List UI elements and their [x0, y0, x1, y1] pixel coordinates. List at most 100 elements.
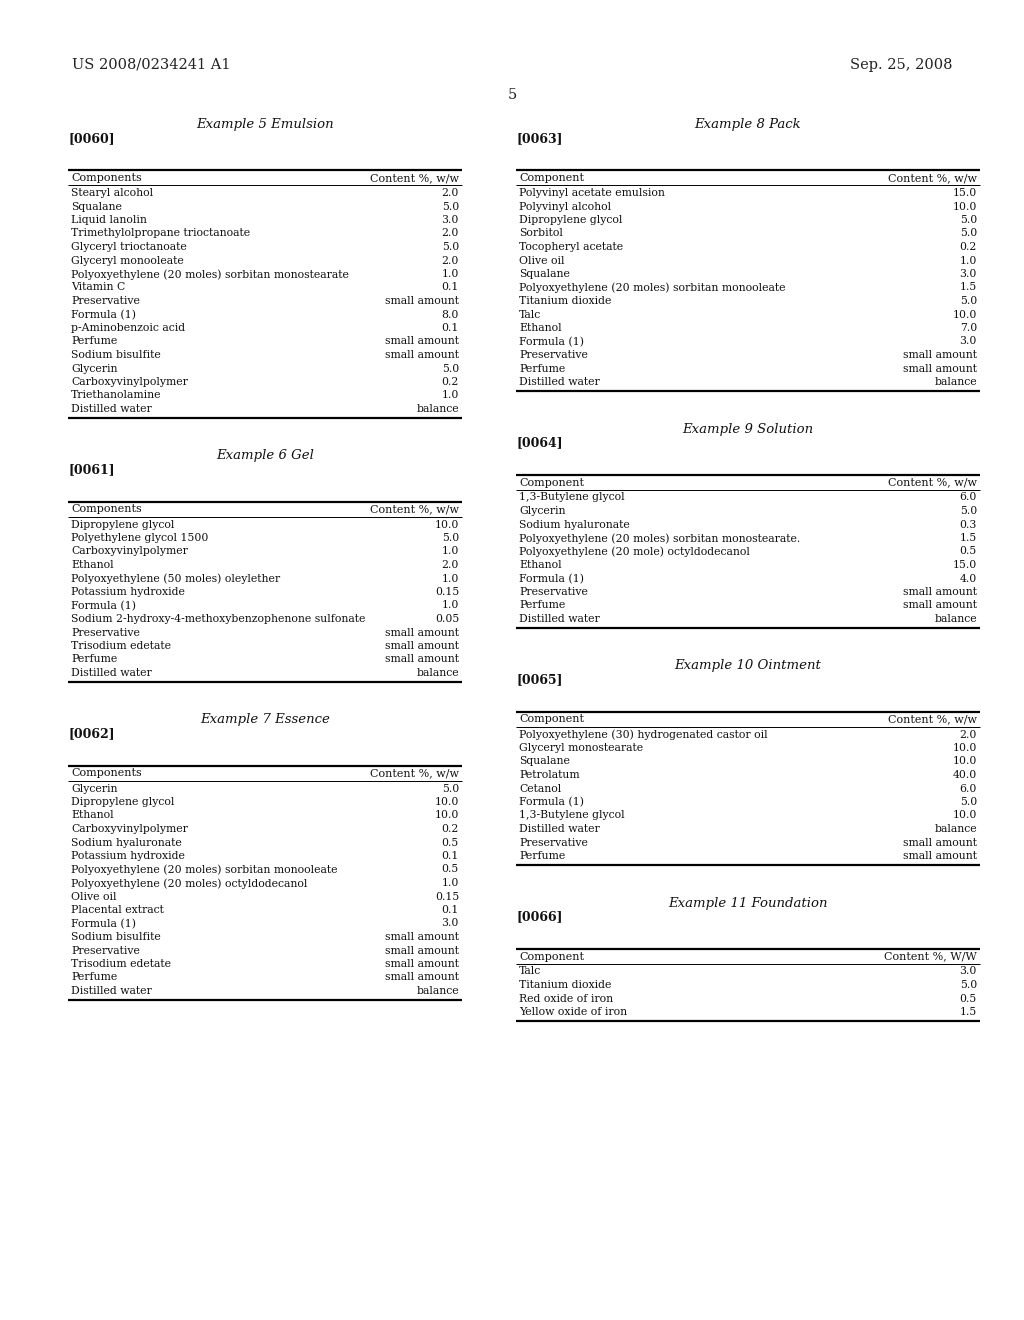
Text: 1.5: 1.5 [959, 282, 977, 293]
Text: Squalane: Squalane [519, 269, 570, 279]
Text: Content %, w/w: Content %, w/w [370, 504, 459, 515]
Text: Ethanol: Ethanol [71, 810, 114, 821]
Text: Content %, W/W: Content %, W/W [885, 952, 977, 961]
Text: Preservative: Preservative [519, 837, 588, 847]
Text: Glycerin: Glycerin [71, 363, 118, 374]
Text: small amount: small amount [385, 642, 459, 651]
Text: Example 9 Solution: Example 9 Solution [682, 422, 813, 436]
Text: Glycerin: Glycerin [71, 784, 118, 793]
Text: 5.0: 5.0 [959, 296, 977, 306]
Text: 1.0: 1.0 [441, 269, 459, 279]
Text: small amount: small amount [385, 960, 459, 969]
Text: 0.1: 0.1 [441, 906, 459, 915]
Text: 0.2: 0.2 [441, 378, 459, 387]
Text: Polyvinyl alcohol: Polyvinyl alcohol [519, 202, 611, 211]
Text: 5.0: 5.0 [959, 979, 977, 990]
Text: balance: balance [417, 668, 459, 678]
Text: Potassium hydroxide: Potassium hydroxide [71, 587, 185, 597]
Text: 1.0: 1.0 [441, 878, 459, 888]
Text: Perfume: Perfume [71, 655, 118, 664]
Text: Yellow oxide of iron: Yellow oxide of iron [519, 1007, 627, 1016]
Text: Polyethylene glycol 1500: Polyethylene glycol 1500 [71, 533, 208, 543]
Text: 3.0: 3.0 [959, 337, 977, 346]
Text: Component: Component [519, 952, 584, 961]
Text: small amount: small amount [903, 350, 977, 360]
Text: Olive oil: Olive oil [71, 891, 117, 902]
Text: Carboxyvinylpolymer: Carboxyvinylpolymer [71, 546, 187, 557]
Text: 1,3-Butylene glycol: 1,3-Butylene glycol [519, 810, 625, 821]
Text: small amount: small amount [385, 655, 459, 664]
Text: 1.0: 1.0 [441, 546, 459, 557]
Text: Preservative: Preservative [71, 945, 140, 956]
Text: Petrolatum: Petrolatum [519, 770, 580, 780]
Text: Ethanol: Ethanol [519, 323, 561, 333]
Text: 1.0: 1.0 [441, 391, 459, 400]
Text: Olive oil: Olive oil [519, 256, 564, 265]
Text: Components: Components [71, 173, 141, 183]
Text: 10.0: 10.0 [434, 520, 459, 529]
Text: 1.5: 1.5 [959, 1007, 977, 1016]
Text: 0.1: 0.1 [441, 323, 459, 333]
Text: [0065]: [0065] [516, 673, 562, 686]
Text: Glyceryl monooleate: Glyceryl monooleate [71, 256, 183, 265]
Text: Sorbitol: Sorbitol [519, 228, 563, 239]
Text: Dipropylene glycol: Dipropylene glycol [71, 797, 174, 807]
Text: Trimethylolpropane trioctanoate: Trimethylolpropane trioctanoate [71, 228, 250, 239]
Text: balance: balance [934, 378, 977, 387]
Text: 5: 5 [507, 88, 517, 102]
Text: 5.0: 5.0 [959, 215, 977, 224]
Text: 0.2: 0.2 [441, 824, 459, 834]
Text: 5.0: 5.0 [959, 506, 977, 516]
Text: 7.0: 7.0 [959, 323, 977, 333]
Text: small amount: small amount [385, 945, 459, 956]
Text: Potassium hydroxide: Potassium hydroxide [71, 851, 185, 861]
Text: Preservative: Preservative [71, 627, 140, 638]
Text: Preservative: Preservative [71, 296, 140, 306]
Text: Example 11 Foundation: Example 11 Foundation [669, 896, 827, 909]
Text: Preservative: Preservative [519, 587, 588, 597]
Text: 10.0: 10.0 [952, 756, 977, 767]
Text: 10.0: 10.0 [434, 810, 459, 821]
Text: 5.0: 5.0 [441, 242, 459, 252]
Text: 10.0: 10.0 [434, 797, 459, 807]
Text: 0.5: 0.5 [959, 994, 977, 1003]
Text: Formula (1): Formula (1) [71, 919, 136, 929]
Text: Polyoxyethylene (30) hydrogenated castor oil: Polyoxyethylene (30) hydrogenated castor… [519, 730, 768, 741]
Text: 10.0: 10.0 [952, 202, 977, 211]
Text: small amount: small amount [903, 587, 977, 597]
Text: 1,3-Butylene glycol: 1,3-Butylene glycol [519, 492, 625, 503]
Text: Example 8 Pack: Example 8 Pack [694, 117, 802, 131]
Text: Polyoxyethylene (20 moles) sorbitan monooleate: Polyoxyethylene (20 moles) sorbitan mono… [519, 282, 785, 293]
Text: Component: Component [519, 173, 584, 183]
Text: Ethanol: Ethanol [71, 560, 114, 570]
Text: 5.0: 5.0 [441, 533, 459, 543]
Text: Triethanolamine: Triethanolamine [71, 391, 162, 400]
Text: 1.0: 1.0 [441, 573, 459, 583]
Text: Perfume: Perfume [519, 851, 565, 861]
Text: Perfume: Perfume [71, 973, 118, 982]
Text: Talc: Talc [519, 309, 542, 319]
Text: US 2008/0234241 A1: US 2008/0234241 A1 [72, 58, 230, 73]
Text: Formula (1): Formula (1) [519, 797, 584, 808]
Text: Content %, w/w: Content %, w/w [370, 768, 459, 779]
Text: Example 6 Gel: Example 6 Gel [216, 450, 314, 462]
Text: [0063]: [0063] [516, 132, 562, 145]
Text: Preservative: Preservative [519, 350, 588, 360]
Text: Glyceryl trioctanoate: Glyceryl trioctanoate [71, 242, 186, 252]
Text: Content %, w/w: Content %, w/w [888, 173, 977, 183]
Text: Sep. 25, 2008: Sep. 25, 2008 [850, 58, 952, 73]
Text: 2.0: 2.0 [959, 730, 977, 739]
Text: Titanium dioxide: Titanium dioxide [519, 979, 611, 990]
Text: 2.0: 2.0 [441, 228, 459, 239]
Text: Squalane: Squalane [519, 756, 570, 767]
Text: 1.5: 1.5 [959, 533, 977, 543]
Text: 15.0: 15.0 [952, 187, 977, 198]
Text: Tocopheryl acetate: Tocopheryl acetate [519, 242, 624, 252]
Text: Formula (1): Formula (1) [71, 601, 136, 611]
Text: Distilled water: Distilled water [519, 824, 600, 834]
Text: Example 7 Essence: Example 7 Essence [200, 714, 330, 726]
Text: Formula (1): Formula (1) [71, 309, 136, 319]
Text: Carboxyvinylpolymer: Carboxyvinylpolymer [71, 378, 187, 387]
Text: small amount: small amount [385, 627, 459, 638]
Text: 3.0: 3.0 [959, 269, 977, 279]
